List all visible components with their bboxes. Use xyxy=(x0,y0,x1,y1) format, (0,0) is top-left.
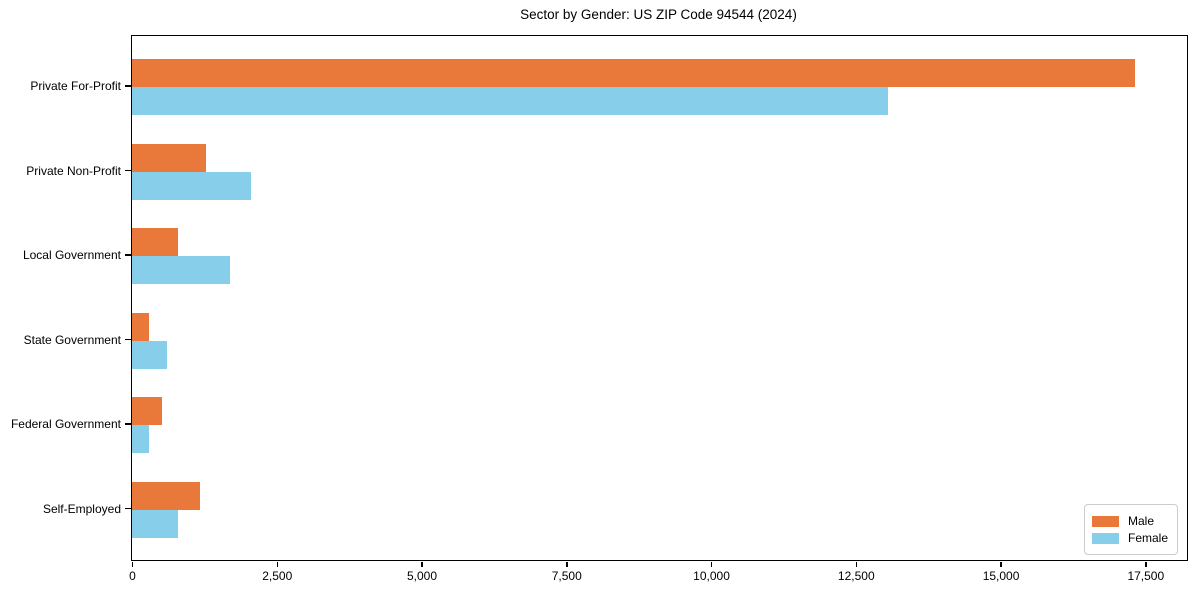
bar-female-local-government xyxy=(132,256,231,285)
legend-label-female: Female xyxy=(1127,531,1168,545)
xtick-label-15000: 15,000 xyxy=(982,569,1020,583)
xtick-label-10000: 10,000 xyxy=(693,569,730,583)
bar-female-private-for-profit xyxy=(132,87,889,115)
xtick-label-17500: 17,500 xyxy=(1127,569,1165,583)
ytick-label-private-for-profit: Private For-Profit xyxy=(30,79,121,93)
ytick-mark xyxy=(125,85,131,87)
female-swatch-icon xyxy=(1091,532,1119,544)
legend-entry-female: Female xyxy=(1091,531,1168,545)
xtick-label-7500: 7,500 xyxy=(551,569,582,583)
xtick-mark xyxy=(276,562,278,567)
xtick-mark xyxy=(855,562,858,567)
bar-male-federal-government xyxy=(132,397,163,426)
bar-female-federal-government xyxy=(132,425,150,454)
xtick-mark xyxy=(131,562,134,567)
male-swatch-icon xyxy=(1091,515,1119,527)
bar-male-state-government xyxy=(132,312,149,341)
xtick-label-12500: 12,500 xyxy=(837,569,875,583)
ytick-label-local-government: Local Government xyxy=(22,248,121,263)
xtick-mark xyxy=(1145,562,1147,567)
bar-female-self-employed xyxy=(132,509,179,538)
xtick-label-0: 0 xyxy=(129,569,136,583)
ytick-mark xyxy=(125,254,131,256)
bar-female-state-government xyxy=(132,340,168,369)
ytick-mark xyxy=(125,338,131,341)
legend-entry-male: Male xyxy=(1091,514,1168,528)
xtick-mark xyxy=(710,562,713,567)
xtick-mark xyxy=(421,562,423,567)
ytick-mark xyxy=(125,423,131,425)
ytick-label-federal-government: Federal Government xyxy=(10,417,121,432)
ytick-label-state-government: State Government xyxy=(23,332,121,347)
xtick-mark xyxy=(1000,562,1002,567)
xtick-label-2500: 2,500 xyxy=(262,569,293,583)
chart-title: Sector by Gender: US ZIP Code 94544 (202… xyxy=(520,7,797,22)
legend: Male Female xyxy=(1083,504,1178,555)
ytick-mark xyxy=(125,169,131,172)
plot-area: Male Female xyxy=(131,35,1188,561)
xtick-label-5000: 5,000 xyxy=(407,569,438,583)
xtick-mark xyxy=(566,562,568,567)
bar-male-local-government xyxy=(132,228,178,257)
bar-male-private-non-profit xyxy=(132,143,207,172)
bar-male-self-employed xyxy=(132,481,201,510)
ytick-label-self-employed: Self-Employed xyxy=(42,501,121,516)
legend-label-male: Male xyxy=(1127,514,1154,528)
ytick-label-private-non-profit: Private Non-Profit xyxy=(26,163,121,178)
bar-male-private-for-profit xyxy=(132,59,1136,87)
bar-female-private-non-profit xyxy=(132,171,252,200)
ytick-mark xyxy=(125,507,131,510)
